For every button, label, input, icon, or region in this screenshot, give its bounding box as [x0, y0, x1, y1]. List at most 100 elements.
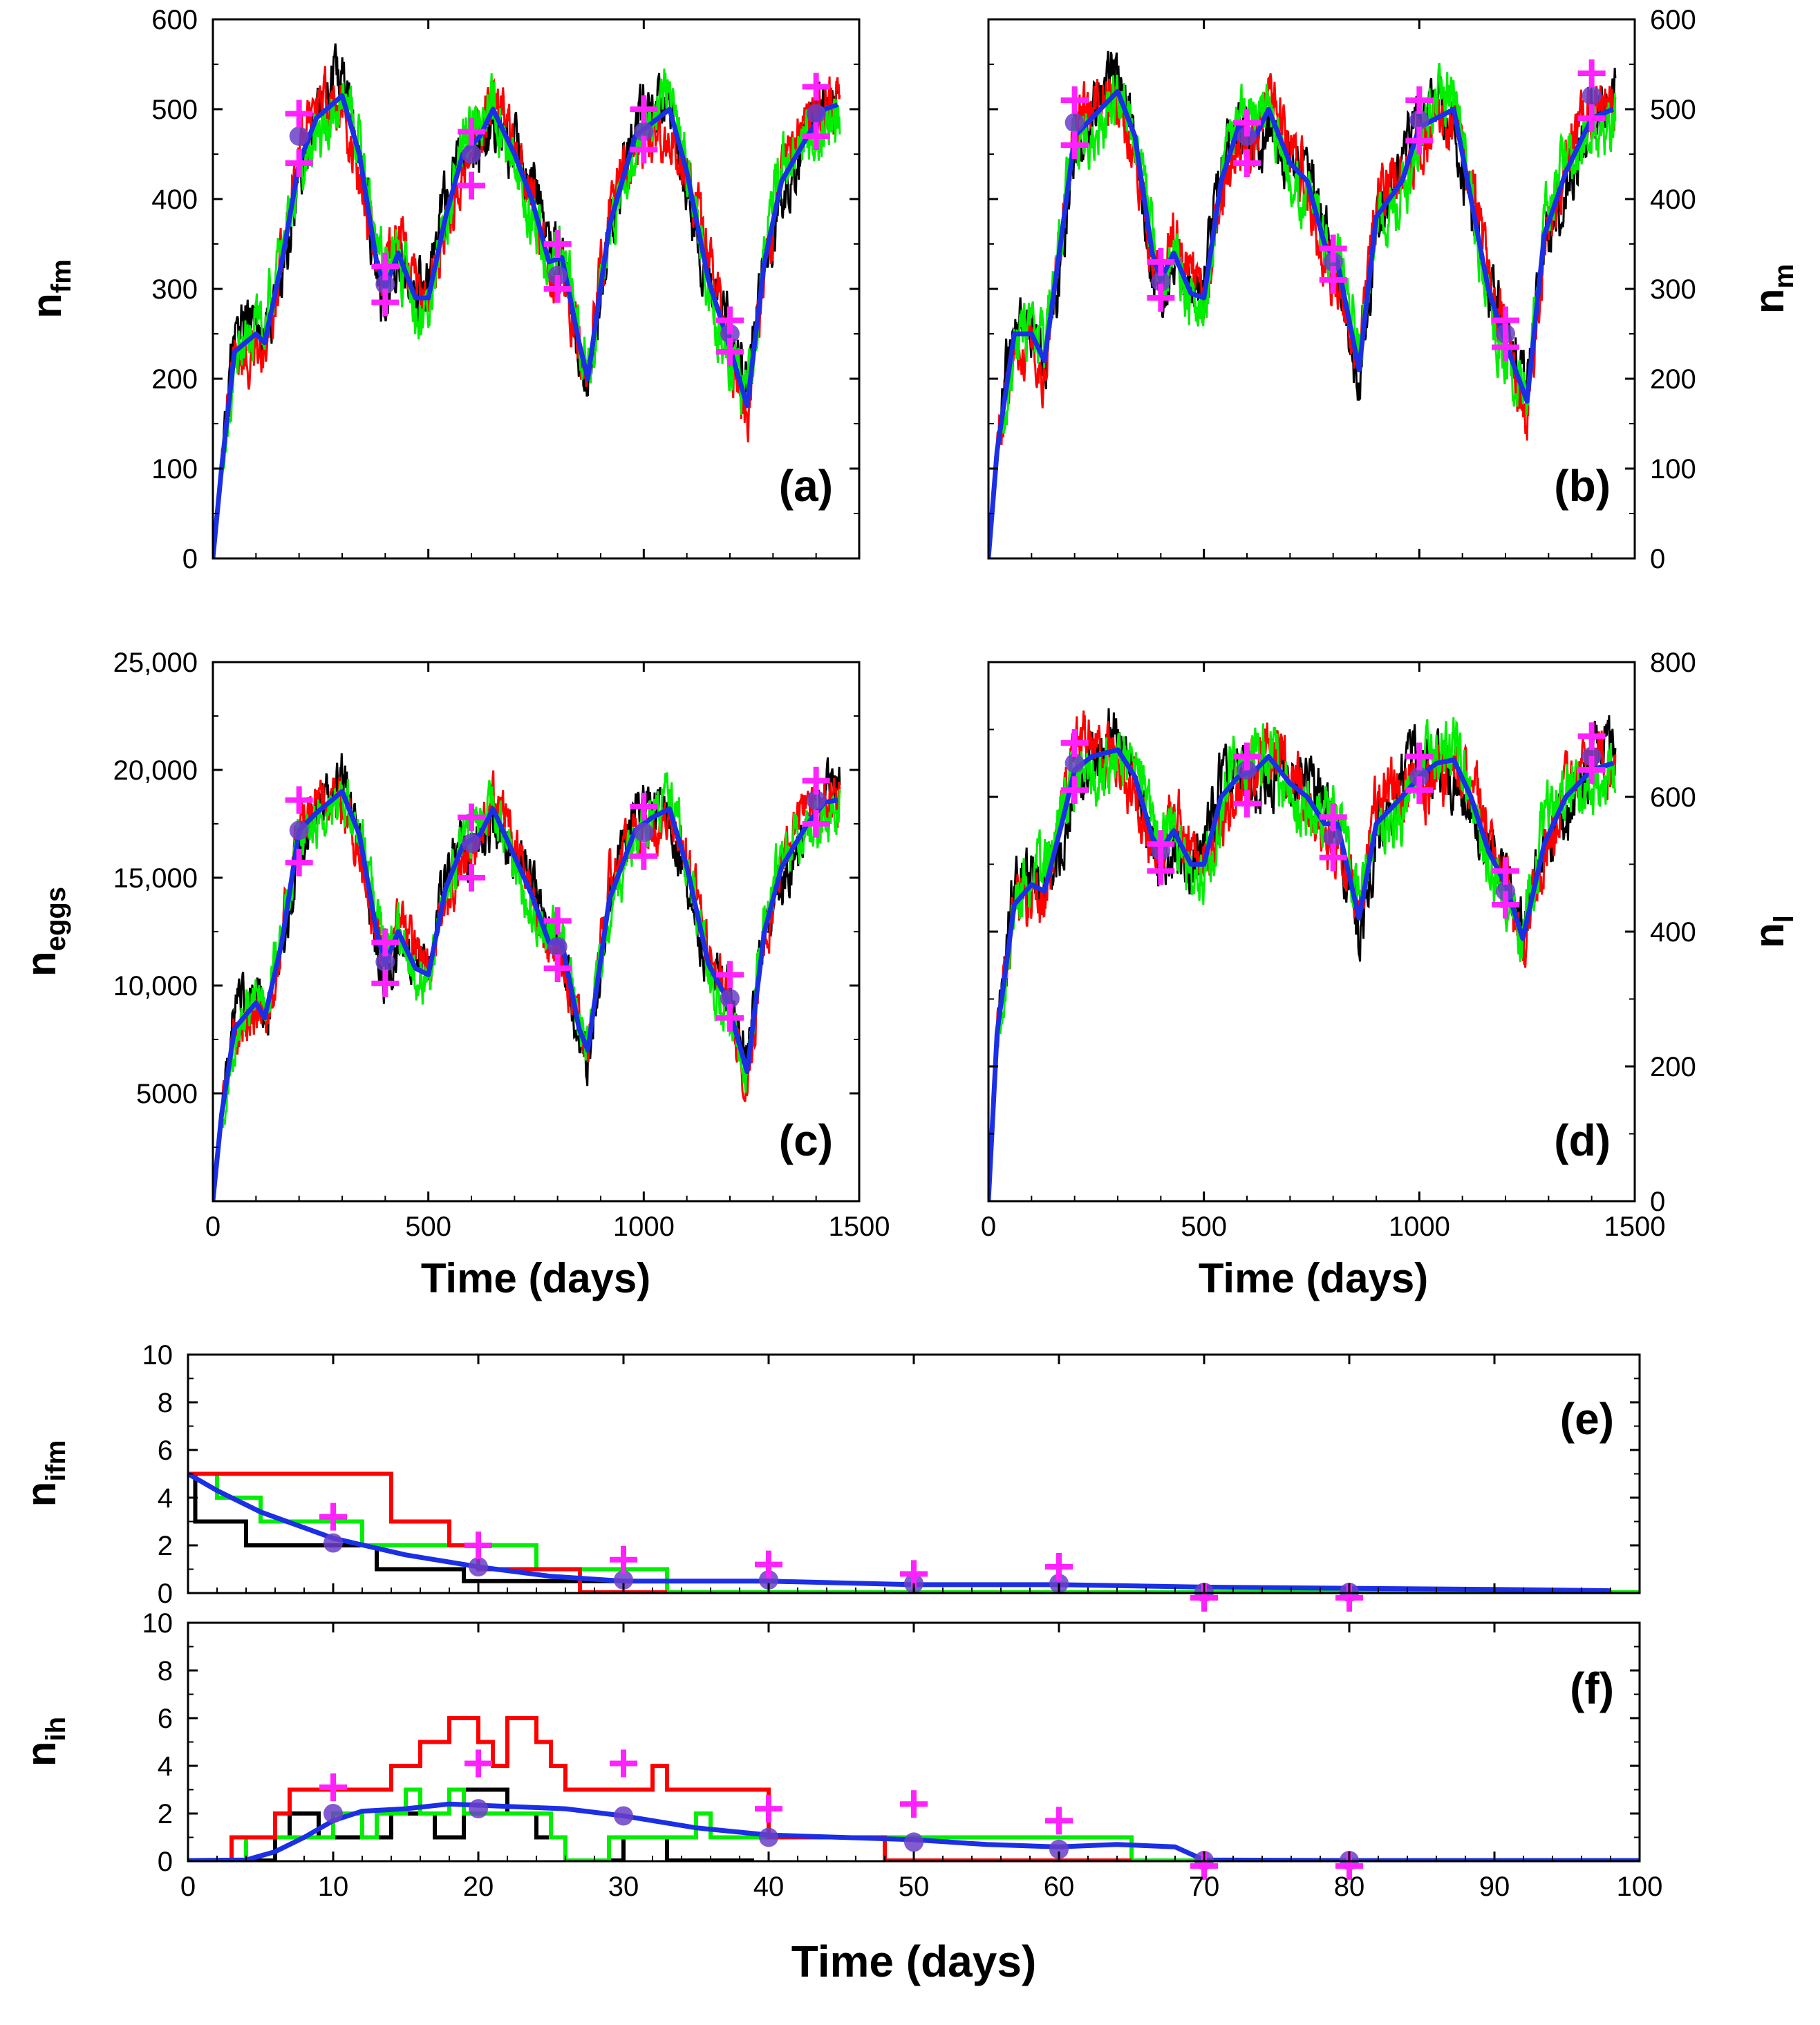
panel-f-plus-marker	[465, 1749, 492, 1778]
panel-a-plus-marker	[371, 252, 400, 281]
panel-e-frame	[187, 1353, 1641, 1594]
panel-f-circle-marker	[469, 1799, 488, 1819]
panel-b-plus-marker	[1233, 149, 1261, 177]
panel-b-plus-marker	[1492, 306, 1519, 335]
panel-d-ytick-label: 0	[1650, 1187, 1665, 1217]
panel-b-plus-marker	[1577, 59, 1606, 87]
panel-d-plus-marker	[1405, 742, 1434, 771]
panel-b-ytick-label: 600	[1650, 5, 1696, 35]
panel-b-label: (b)	[1554, 461, 1611, 511]
panel-e-ylabel: nifm	[18, 1440, 71, 1507]
panel-c-circle-marker	[634, 822, 654, 842]
panel-c-xtick-label: 500	[405, 1212, 451, 1242]
panel-e-ytick-label: 0	[158, 1579, 173, 1609]
panel-a-plus-marker	[458, 171, 485, 200]
panel-b-ytick-label: 500	[1650, 95, 1696, 125]
panel-f-frame	[187, 1621, 1641, 1863]
panel-d-frame	[987, 661, 1636, 1203]
panel-c-plus-marker	[285, 786, 313, 814]
panel-c-plus-marker	[630, 793, 658, 821]
panel-a-plus-marker	[458, 117, 485, 146]
panel-e-chart: 0 2 4 6 8 10 (e) nifm	[18, 1340, 1641, 1612]
panel-f-ytick-label: 0	[158, 1847, 173, 1877]
panel-f-plus-marker	[900, 1790, 928, 1818]
panel-c-plus-marker	[371, 928, 400, 957]
panel-d-ytick-label: 600	[1650, 782, 1696, 813]
panel-e-plus-marker	[610, 1545, 637, 1574]
panel-a-plus-marker	[716, 306, 744, 335]
panel-a-plus-marker	[630, 135, 658, 164]
panel-c-plus-marker	[716, 961, 744, 989]
panel-d-ytick-label: 200	[1650, 1052, 1696, 1082]
panel-b-ytick-label: 0	[1650, 544, 1665, 574]
panel-e-plus-marker	[465, 1532, 492, 1559]
panel-d-ylabel: nl	[1746, 915, 1799, 948]
panel-d-plus-marker	[1319, 803, 1347, 831]
panel-c-circle-marker	[547, 936, 567, 957]
panel-e-ytick-label: 2	[158, 1531, 173, 1561]
panel-d-plus-marker	[1060, 729, 1089, 757]
panel-c-plus-marker	[802, 766, 830, 795]
panel-d-plus-marker	[1405, 776, 1434, 804]
panel-c-ytick-label: 20,000	[113, 755, 198, 786]
panel-c-circle-marker	[462, 833, 481, 854]
panel-a-circle-marker	[806, 104, 826, 124]
panel-f-xtick-label: 10	[318, 1872, 349, 1902]
panel-e-plus-marker	[1045, 1553, 1073, 1581]
panel-b-plus-marker	[1319, 234, 1347, 263]
panel-c-circle-marker	[720, 988, 740, 1008]
panel-a-plus-marker	[802, 73, 830, 101]
panel-f-ytick-label: 10	[142, 1608, 173, 1639]
panel-a-circle-marker	[462, 144, 481, 164]
panel-c-ylabel: neggs	[18, 887, 71, 977]
panel-c-realization-green	[213, 772, 841, 1201]
panel-b-plus-marker	[1492, 333, 1519, 361]
panel-f-xlabel: Time (days)	[791, 1937, 1037, 1986]
panel-b-ytick-label: 300	[1650, 274, 1696, 305]
panel-d-xtick-label: 1500	[1604, 1212, 1666, 1242]
panel-e-ytick-label: 8	[158, 1388, 173, 1418]
panel-a-ylabel: nfm	[24, 259, 77, 319]
panel-c-ytick-label: 5000	[136, 1079, 198, 1109]
panel-b-realization-green	[988, 62, 1617, 558]
panel-a-ytick-label: 400	[151, 185, 198, 215]
panel-f-ytick-label: 4	[158, 1751, 173, 1782]
panel-c-plus-marker	[543, 954, 572, 983]
panel-f-xtick-label: 50	[899, 1872, 930, 1902]
panel-f-xtick-label: 70	[1189, 1872, 1220, 1902]
panel-f-circle-marker	[323, 1804, 343, 1823]
panel-b-plus-marker	[1405, 126, 1434, 155]
panel-a-ytick-label: 100	[151, 454, 198, 484]
panel-c-plus-marker	[630, 842, 658, 870]
panel-b-chart: 0 100 200 300 400 500 600 (b) nm	[987, 5, 1799, 574]
panel-e-circle-marker	[469, 1557, 488, 1577]
panel-f-mean-curve	[188, 1801, 1640, 1861]
panel-d-ytick-label: 800	[1650, 648, 1696, 678]
panel-a-circle-marker	[634, 122, 654, 142]
panel-f-circle-marker	[614, 1806, 633, 1826]
panel-b-plus-marker	[1060, 86, 1089, 114]
panel-d-plus-marker	[1147, 830, 1175, 858]
panel-c-ytick-label: 15,000	[113, 863, 198, 894]
panel-a-plus-marker	[371, 288, 400, 317]
panel-c-frame	[212, 661, 861, 1203]
panel-c-plus-marker	[802, 810, 830, 838]
panel-b-plus-marker	[1060, 131, 1089, 159]
panel-c-circle-marker	[806, 790, 826, 810]
panel-c-xtick-label: 1000	[613, 1212, 675, 1242]
panel-b-ytick-label: 100	[1650, 454, 1696, 484]
panel-d-plus-marker	[1577, 722, 1606, 751]
panel-d-circle-marker	[1064, 753, 1085, 773]
panel-a-plus-marker	[802, 122, 830, 150]
panel-c-plus-marker	[716, 1004, 744, 1032]
panel-a-plus-marker	[630, 95, 658, 123]
panel-f-circle-marker	[904, 1832, 923, 1852]
panel-c-xtick-label: 1500	[829, 1212, 890, 1242]
panel-c-plus-marker	[458, 864, 485, 892]
panel-c-circle-marker	[289, 820, 309, 840]
panel-b-ylabel: nm	[1746, 264, 1799, 314]
panel-b-circle-marker	[1151, 272, 1171, 292]
panel-d-plus-marker	[1492, 891, 1519, 919]
